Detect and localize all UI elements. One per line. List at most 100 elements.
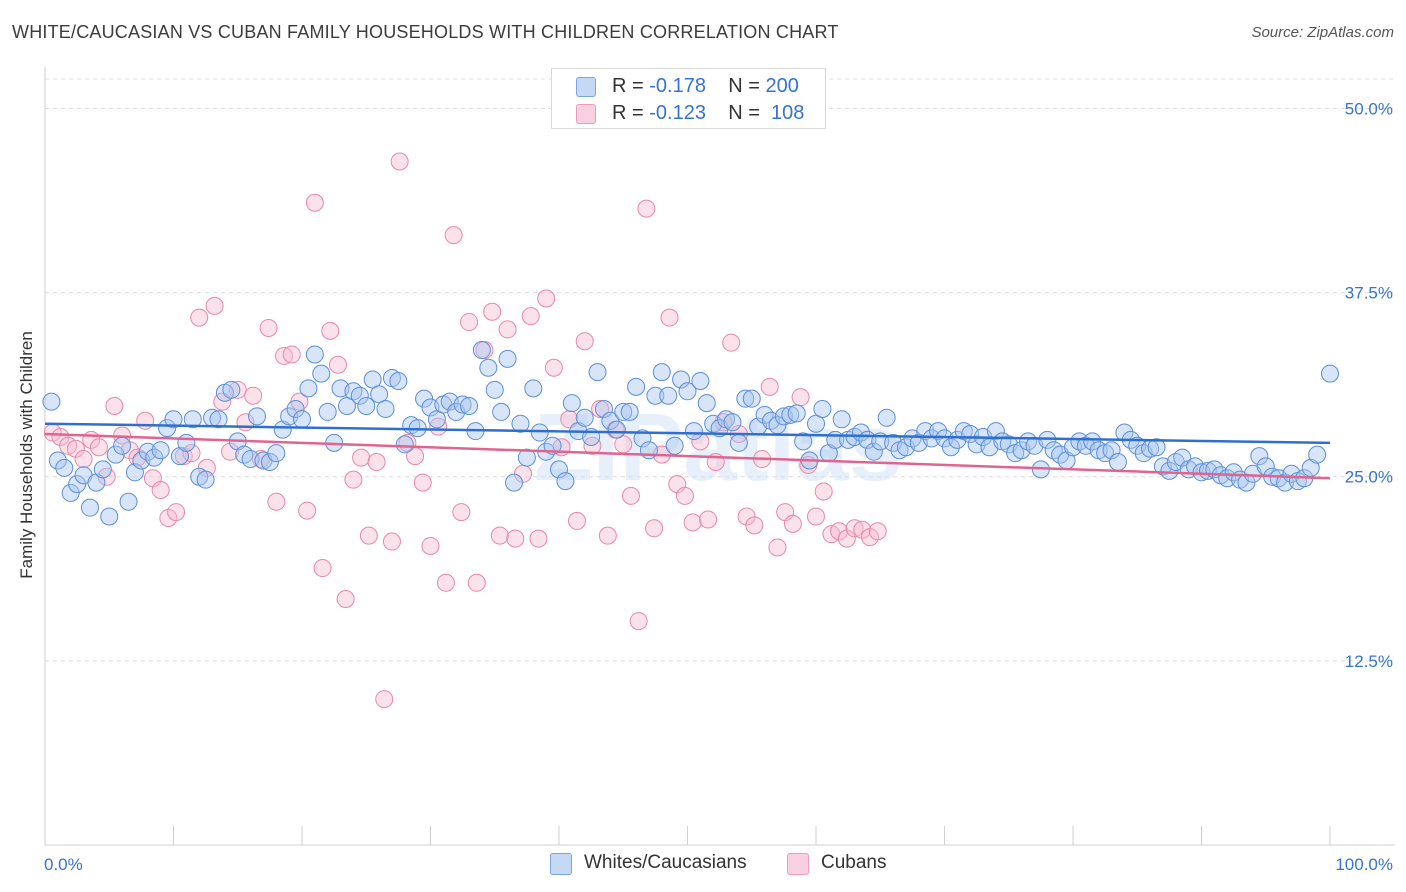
- cubans-point: [621, 486, 640, 505]
- whites-point: [151, 441, 170, 460]
- cubans-point: [298, 501, 317, 520]
- cubans-point: [305, 193, 324, 212]
- cubans-point: [105, 397, 124, 416]
- whites-point: [293, 410, 311, 429]
- cubans-point: [868, 522, 887, 541]
- cubans-point: [591, 399, 610, 418]
- cubans-point: [783, 514, 802, 533]
- cubans-point: [336, 589, 355, 608]
- cubans-point: [359, 526, 378, 545]
- whites-point: [68, 475, 87, 494]
- whites-point: [80, 498, 99, 517]
- whites-point: [299, 379, 318, 398]
- x-tick-label: 100.0%: [1335, 855, 1393, 874]
- whites-point: [1160, 461, 1179, 480]
- whites-point: [177, 433, 196, 452]
- whites-point: [941, 438, 960, 457]
- whites-point: [1308, 445, 1327, 464]
- whites-point: [607, 420, 626, 439]
- stats-legend: R = -0.178 N = 200 R = -0.123 N = 108: [551, 68, 826, 129]
- y-tick-label: 50.0%: [1345, 99, 1393, 118]
- whites-point: [260, 453, 279, 471]
- whites-point: [357, 397, 376, 416]
- y-axis-label: Family Households with Children: [17, 331, 36, 579]
- whites-point: [42, 392, 61, 411]
- cubans-point: [807, 507, 825, 526]
- cubans-point: [375, 690, 394, 709]
- legend-n-value: 108: [771, 102, 805, 124]
- whites-point: [209, 410, 228, 429]
- bottom-legend-label-cubans: Cubans: [821, 852, 887, 873]
- cubans-point: [89, 438, 108, 457]
- bottom-legend-swatch-cubans: [787, 853, 809, 875]
- cubans-point: [382, 532, 401, 551]
- source-credit: Source: ZipAtlas.com: [1251, 24, 1394, 41]
- cubans-point: [452, 503, 471, 522]
- cubans-point: [837, 529, 856, 548]
- whites-point: [472, 341, 491, 360]
- whites-point: [48, 451, 67, 470]
- cubans-point: [575, 332, 594, 351]
- cubans-point: [637, 199, 656, 218]
- axis-layer: [44, 67, 1395, 846]
- whites-point: [485, 380, 504, 399]
- whites-point: [1115, 423, 1134, 442]
- legend-n-label: N =: [728, 102, 760, 124]
- cubans-point: [490, 526, 509, 545]
- cubans-point: [66, 439, 85, 458]
- whites-point: [986, 422, 1005, 441]
- cubans-point: [845, 519, 864, 538]
- whites-point: [524, 379, 543, 398]
- y-tick-label: 37.5%: [1345, 284, 1393, 303]
- cubans-point: [275, 346, 294, 365]
- cubans-point: [675, 486, 694, 505]
- whites-point: [794, 432, 813, 451]
- whites-point: [929, 422, 948, 441]
- whites-point: [100, 507, 119, 526]
- cubans-point: [344, 470, 363, 489]
- cubans-point: [221, 442, 240, 461]
- cubans-point: [136, 411, 155, 430]
- whites-point: [87, 473, 106, 492]
- cubans-point: [151, 480, 170, 499]
- cubans-point: [521, 307, 540, 326]
- whites-point: [530, 423, 549, 442]
- whites-point: [736, 389, 755, 408]
- whites-point: [61, 483, 80, 502]
- cubans-point: [768, 538, 787, 557]
- cubans-point: [267, 492, 286, 511]
- legend-r-value: -0.178: [649, 75, 706, 97]
- whites-point: [267, 444, 286, 463]
- whites-point: [395, 435, 414, 454]
- whites-point: [787, 404, 806, 423]
- whites-point: [1224, 463, 1243, 482]
- grid-layer: [45, 78, 1395, 662]
- whites-point: [318, 402, 337, 421]
- chart-title: WHITE/CAUCASIAN VS CUBAN FAMILY HOUSEHOL…: [12, 22, 839, 42]
- whites-point: [505, 473, 524, 492]
- whites-point: [601, 411, 620, 430]
- y-tick-label: 25.0%: [1345, 468, 1393, 487]
- cubans-point: [390, 152, 409, 171]
- whites-point: [588, 363, 607, 382]
- cubans-point: [483, 302, 502, 321]
- y-tick-label: 12.5%: [1345, 652, 1393, 671]
- cubans-point: [259, 318, 278, 337]
- whites-point: [594, 399, 613, 418]
- cubans-point: [645, 519, 664, 538]
- cubans-point: [537, 289, 556, 308]
- cubans-point: [328, 355, 347, 374]
- cubans-point: [190, 308, 209, 327]
- whites-point: [453, 395, 472, 414]
- cubans-point: [436, 573, 455, 592]
- cubans-point: [853, 520, 872, 539]
- whites-point: [415, 389, 434, 408]
- legend-n-label: N =: [728, 75, 760, 97]
- whites-point: [659, 386, 678, 405]
- whites-point: [1173, 448, 1192, 467]
- whites-point: [575, 408, 594, 427]
- cubans-point: [244, 386, 263, 405]
- whites-trend-line: [44, 422, 1331, 445]
- whites-point: [517, 448, 536, 467]
